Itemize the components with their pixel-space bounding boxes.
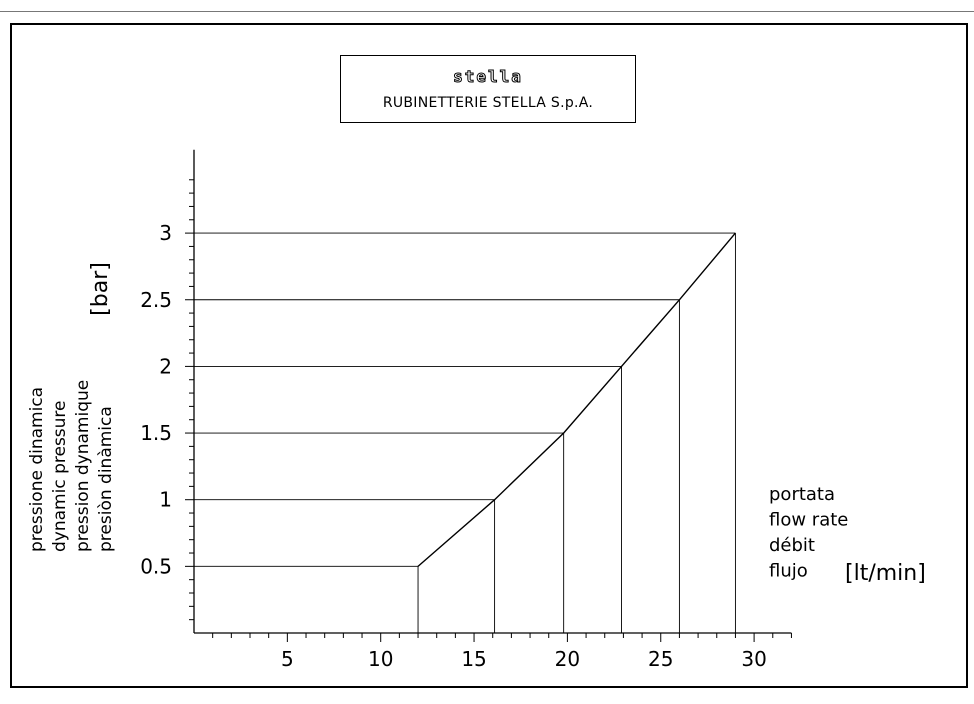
y-tick-label: 3 xyxy=(159,221,172,245)
x-tick-label: 20 xyxy=(555,647,580,671)
x-tick-label: 10 xyxy=(368,647,393,671)
y-unit-label: [bar] xyxy=(88,262,113,316)
series-line xyxy=(417,232,736,567)
x-tick-label: 5 xyxy=(281,647,294,671)
x-tick-label: 25 xyxy=(648,647,673,671)
stella-logo: stella xyxy=(453,67,523,87)
ticks: 0.5 1 1.5 2 2.5 3 5 10 15 20 25 30 xyxy=(140,179,792,671)
x-axis-title-line: débit xyxy=(769,535,815,556)
reference-lines xyxy=(194,232,736,633)
y-tick-label: 1.5 xyxy=(140,421,172,445)
y-tick-label: 1 xyxy=(159,488,172,512)
y-axis-title-line: pressione dinamica xyxy=(27,387,47,552)
x-axis-title-line: flujo xyxy=(769,561,808,582)
x-axis-title: portata flow rate débit flujo xyxy=(769,484,848,582)
y-axis-title-line: presiòn dinàmica xyxy=(96,406,116,552)
x-axis-title-line: flow rate xyxy=(769,510,848,531)
x-tick-label: 15 xyxy=(461,647,486,671)
y-tick-label: 2 xyxy=(159,354,172,378)
x-axis-title-line: portata xyxy=(769,484,835,505)
y-tick-label: 0.5 xyxy=(140,554,172,578)
y-tick-label: 2.5 xyxy=(140,288,172,312)
x-unit-label: [lt/min] xyxy=(845,561,926,586)
top-rule xyxy=(0,11,974,12)
drawing-frame xyxy=(10,23,968,688)
axes xyxy=(193,149,792,634)
company-name: RUBINETTERIE STELLA S.p.A. xyxy=(382,95,594,111)
x-tick-label: 30 xyxy=(741,647,766,671)
title-block: stella RUBINETTERIE STELLA S.p.A. xyxy=(340,55,636,123)
y-axis-title-line: pression dynamique xyxy=(73,380,93,552)
y-axis-title-line: dynamic pressure xyxy=(50,400,70,552)
y-axis-title: pressione dinamica dynamic pressure pressi… xyxy=(27,380,116,552)
